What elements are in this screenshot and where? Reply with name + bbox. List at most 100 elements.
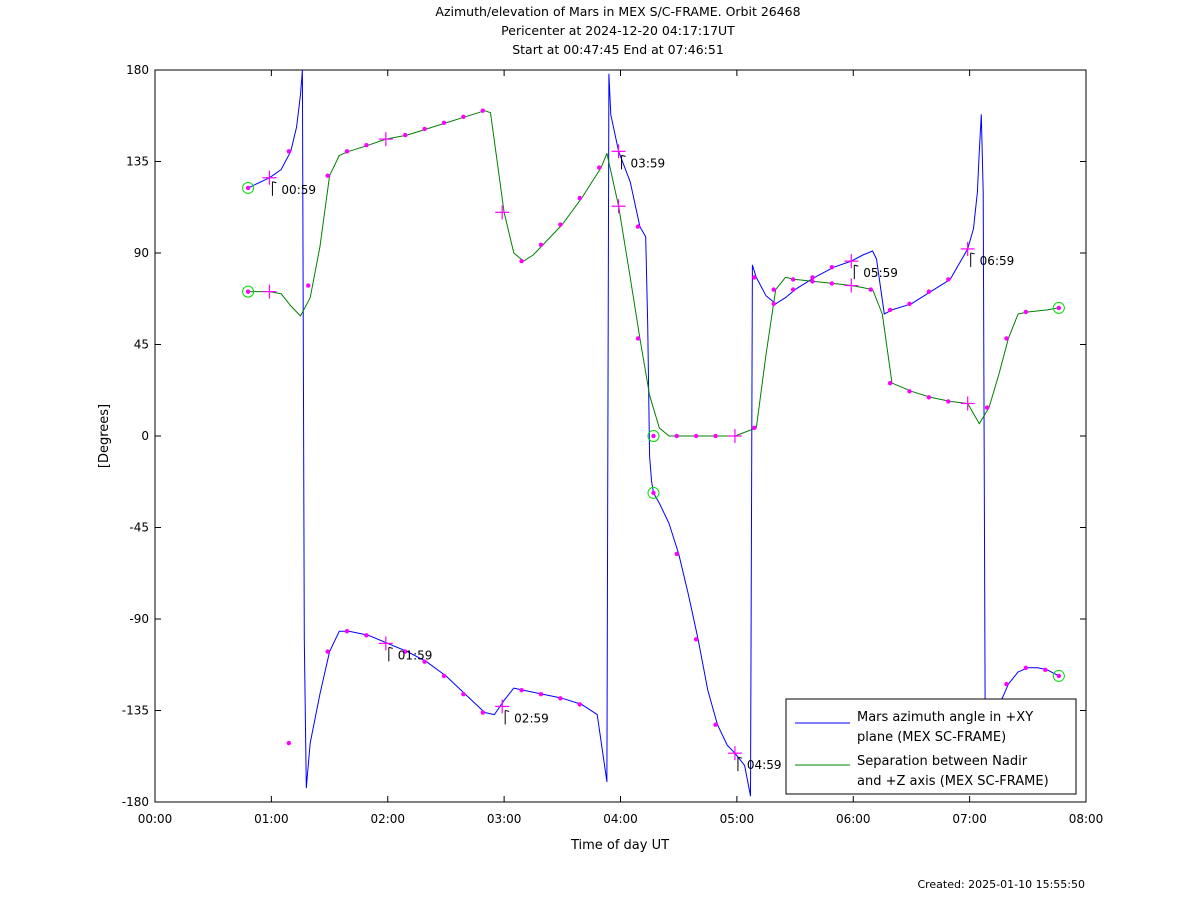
annotation-layer: 00:59 01:59 02:59 03:59 04:59 05:59 06:59 bbox=[271, 154, 1015, 772]
ten-minute-dot bbox=[558, 696, 563, 701]
ten-minute-dot bbox=[829, 281, 835, 286]
x-tick-label: 07:00 bbox=[952, 812, 987, 826]
y-tick-label: -90 bbox=[129, 612, 149, 626]
hour-annotation-label: 03:59 bbox=[631, 156, 666, 170]
legend-box bbox=[785, 698, 1077, 795]
ten-minute-dot bbox=[1043, 667, 1048, 673]
ten-minute-dot bbox=[519, 258, 524, 264]
ten-minute-dot bbox=[461, 692, 466, 697]
hour-cross-marker bbox=[611, 144, 626, 159]
ten-minute-dot bbox=[752, 275, 757, 280]
ten-minute-dot bbox=[926, 289, 932, 294]
ten-minute-dot bbox=[635, 224, 641, 229]
ten-minute-dot bbox=[403, 132, 408, 138]
ten-minute-dot bbox=[810, 279, 815, 284]
x-tick-label: 01:00 bbox=[254, 812, 289, 826]
hour-annotation-label: 02:59 bbox=[514, 711, 549, 725]
start-end-marker bbox=[242, 181, 255, 194]
ten-minute-dot bbox=[364, 143, 369, 148]
x-tick-label: 08:00 bbox=[1069, 812, 1104, 826]
hour-annotation-label: 05:59 bbox=[863, 266, 898, 280]
y-tick-label: -45 bbox=[129, 521, 149, 535]
ten-minute-dot bbox=[887, 380, 893, 386]
ten-minute-dot bbox=[635, 336, 641, 341]
ten-minute-dot bbox=[887, 307, 893, 313]
ten-minute-dot bbox=[577, 195, 582, 201]
plot-area: 00:00 01:00 02:00 03:00 04:00 05:00 06:00 07:00… bbox=[122, 63, 1104, 826]
hour-cross-marker bbox=[727, 429, 742, 443]
ten-minute-dot bbox=[946, 277, 951, 282]
ten-minute-dot bbox=[1023, 309, 1029, 315]
legend-azimuth-line-2: plane (MEX SC-FRAME) bbox=[857, 730, 1006, 745]
hour-cross-marker bbox=[262, 170, 277, 185]
ten-minute-dot bbox=[480, 108, 485, 113]
hour-annotation: 00:59 bbox=[271, 181, 316, 197]
ten-minute-dot bbox=[480, 710, 485, 715]
hour-annotation-label: 06:59 bbox=[980, 254, 1015, 268]
ten-minute-dot bbox=[984, 405, 990, 410]
ten-minute-dot bbox=[422, 659, 427, 664]
ten-minute-dot bbox=[926, 395, 932, 400]
x-tick-label: 04:00 bbox=[603, 812, 638, 826]
ten-minute-dot bbox=[403, 649, 408, 654]
hour-annotation: 02:59 bbox=[504, 709, 549, 725]
y-tick-label: -135 bbox=[122, 704, 149, 718]
ten-minute-dot bbox=[693, 637, 699, 642]
y-tick-label: 90 bbox=[134, 246, 149, 260]
hour-cross-marker bbox=[378, 636, 393, 651]
hour-cross-marker bbox=[844, 278, 859, 293]
x-tick-label: 06:00 bbox=[836, 812, 871, 826]
ten-minute-dot bbox=[771, 287, 776, 292]
ten-minute-dot bbox=[441, 120, 447, 126]
hour-cross-marker bbox=[495, 205, 510, 220]
ten-minute-dot bbox=[558, 222, 563, 227]
ten-minute-dot bbox=[752, 425, 757, 431]
legend-azimuth-line-1: Mars azimuth angle in +XY bbox=[857, 710, 1033, 725]
ten-minute-dot bbox=[829, 265, 835, 270]
hour-cross-marker bbox=[960, 241, 975, 256]
x-tick-label: 02:00 bbox=[370, 812, 405, 826]
y-axis-label: [Degrees] bbox=[97, 404, 112, 468]
ten-minute-dot bbox=[907, 301, 912, 307]
y-tick-label: -180 bbox=[122, 795, 149, 809]
ten-minute-dot bbox=[441, 673, 447, 679]
ten-minute-dot bbox=[325, 649, 330, 654]
hour-annotation-label: 01:59 bbox=[398, 648, 433, 662]
legend-separation-line-1: Separation between Nadir bbox=[857, 754, 1028, 769]
start-end-marker bbox=[647, 486, 660, 499]
x-axis-label: Time of day UT bbox=[570, 838, 669, 853]
legend: Mars azimuth angle in +XY plane (MEX SC-… bbox=[785, 698, 1077, 795]
hour-cross-marker bbox=[611, 199, 626, 214]
hour-cross-marker bbox=[378, 132, 393, 147]
hour-cross-marker bbox=[495, 699, 510, 714]
ten-minute-dot bbox=[422, 126, 427, 132]
legend-separation-line-2: and +Z axis (MEX SC-FRAME) bbox=[857, 774, 1049, 789]
marker-layer bbox=[242, 108, 1065, 761]
title-line-2: Pericenter at 2024-12-20 04:17:17UT bbox=[501, 23, 735, 38]
x-axis: 00:00 01:00 02:00 03:00 04:00 05:00 06:00 07:00… bbox=[138, 70, 1104, 826]
ten-minute-dot bbox=[1004, 681, 1009, 687]
ten-minute-dot bbox=[771, 301, 776, 307]
title-line-3: Start at 00:47:45 End at 07:46:51 bbox=[512, 42, 724, 57]
ten-minute-dot bbox=[713, 722, 718, 727]
ten-minute-dot bbox=[946, 399, 951, 404]
start-end-marker bbox=[647, 430, 660, 442]
hour-cross-marker bbox=[262, 284, 277, 299]
ten-minute-dot bbox=[713, 433, 718, 439]
hour-annotation-label: 00:59 bbox=[281, 183, 316, 197]
hour-cross-marker bbox=[960, 396, 975, 411]
hour-annotation: 05:59 bbox=[853, 264, 898, 280]
ten-minute-dot bbox=[538, 242, 544, 248]
x-tick-label: 05:00 bbox=[720, 812, 755, 826]
hour-annotation: 01:59 bbox=[388, 646, 433, 662]
y-axis: 180 135 90 45 0 -45 -90 -135 -180 bbox=[122, 63, 1086, 809]
x-tick-label: 00:00 bbox=[138, 812, 173, 826]
hour-cross-marker bbox=[844, 254, 859, 269]
ten-minute-dot bbox=[790, 287, 796, 292]
series-layer bbox=[247, 70, 1060, 797]
start-end-marker bbox=[1052, 301, 1065, 314]
y-tick-label: 135 bbox=[126, 155, 149, 169]
ten-minute-dot bbox=[364, 633, 369, 638]
start-end-marker bbox=[242, 285, 255, 298]
created-timestamp: Created: 2025-01-10 15:55:50 bbox=[917, 878, 1085, 891]
